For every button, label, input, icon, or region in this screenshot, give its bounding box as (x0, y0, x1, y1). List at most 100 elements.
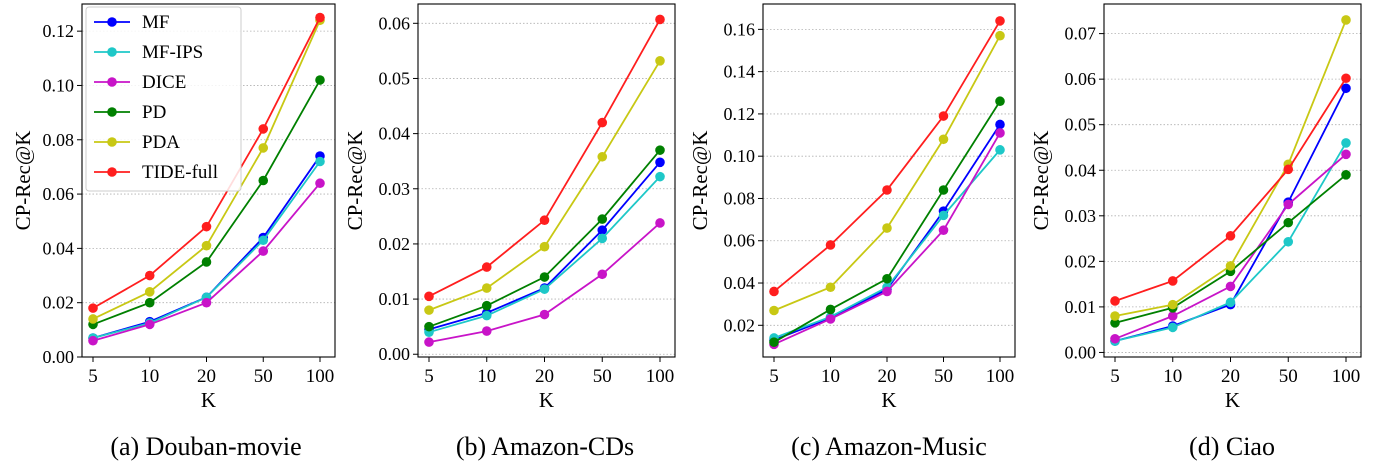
series-line-dice (428, 222, 661, 343)
data-point-pda (769, 305, 779, 316)
data-point-pda (825, 282, 836, 293)
x-tick-label: 10 (821, 366, 840, 387)
data-point-dice (995, 128, 1005, 138)
y-tick-label: 0.04 (43, 238, 75, 258)
data-point-mf-ips (258, 235, 269, 246)
data-point-pda (1341, 15, 1351, 25)
data-point-mf (597, 225, 608, 235)
y-tick-label: 0.10 (43, 75, 75, 95)
legend-label: MF-IPS (142, 42, 203, 63)
series-line-pd (428, 149, 661, 328)
y-tick-label: 0.01 (1065, 297, 1097, 317)
data-point-pda (995, 30, 1005, 41)
y-tick-label: 0.07 (1065, 24, 1097, 44)
y-tick-label: 0.02 (724, 315, 756, 335)
y-tick-label: 0.14 (724, 62, 756, 82)
x-tick-label: 100 (1332, 366, 1361, 387)
data-point-dice (825, 314, 836, 324)
data-point-tide-full (1110, 296, 1120, 306)
data-point-tide-full (315, 12, 325, 23)
x-tick-label: 20 (197, 366, 216, 387)
data-point-dice (1167, 311, 1178, 321)
y-tick-label: 0.06 (43, 184, 75, 204)
chart-panel-4: 0.00 0.01 0.02 0.03 0.04 0.05 0.06 0.07 5 10 20 50 1… (1029, 3, 1362, 461)
data-point-mf-ips (315, 156, 325, 167)
data-point-pd (539, 272, 550, 282)
panel-caption: (d) Ciao (1189, 432, 1275, 461)
y-tick-label: 0.12 (724, 104, 756, 124)
y-tick-label: 0.02 (43, 293, 75, 313)
series-line-pd (773, 100, 1001, 343)
y-tick-label: 0.05 (379, 68, 411, 88)
data-point-pda (1225, 261, 1236, 271)
legend-marker (107, 167, 117, 177)
panel-caption: (a) Douban-movie (110, 432, 301, 461)
data-point-dice (144, 319, 155, 330)
x-tick-label: 5 (88, 366, 98, 387)
y-tick-label: 0.12 (43, 21, 75, 41)
data-point-tide-full (258, 124, 269, 134)
series-line-dice (773, 132, 1001, 346)
data-point-mf (1341, 83, 1351, 94)
data-point-pd (258, 175, 269, 186)
data-point-tide-full (655, 14, 665, 25)
data-point-dice (481, 326, 492, 336)
x-tick-label: 50 (593, 366, 612, 387)
data-point-mf-ips (539, 284, 550, 294)
data-point-dice (655, 218, 665, 228)
data-point-mf-ips (995, 145, 1005, 155)
x-tick-label: 100 (306, 366, 335, 387)
data-point-dice (938, 225, 949, 235)
y-tick-label: 0.02 (1065, 251, 1097, 271)
data-point-pd (1110, 318, 1120, 328)
chart-panel-3: 0.02 0.04 0.06 0.08 0.10 0.12 0.14 0.16 5 10 20 50 1… (688, 3, 1016, 461)
data-point-pd (995, 96, 1005, 107)
data-point-dice (597, 269, 608, 280)
y-tick-label: 0.16 (724, 19, 756, 39)
data-point-pda (1167, 299, 1178, 310)
data-point-dice (88, 335, 98, 346)
data-point-tide-full (1341, 73, 1351, 84)
data-point-dice (424, 337, 434, 347)
data-point-mf-ips (938, 210, 949, 221)
legend-marker (107, 137, 117, 147)
x-axis-label: K (201, 388, 216, 412)
data-point-pd (825, 304, 836, 315)
plot-frame (417, 3, 676, 358)
x-tick-label: 100 (986, 366, 1015, 387)
x-tick-label: 20 (535, 366, 554, 387)
data-point-pda (938, 134, 949, 145)
y-axis-label: CP-Rec@K (1029, 131, 1053, 231)
data-point-pda (882, 223, 892, 233)
legend-marker (107, 47, 117, 57)
data-point-pda (258, 143, 269, 153)
series-line-mf-ips (1114, 142, 1347, 342)
data-point-tide-full (481, 262, 492, 272)
data-point-dice (1283, 199, 1294, 210)
legend-label: TIDE-full (142, 162, 218, 183)
chart-panel-2: 0.00 0.01 0.02 0.03 0.04 0.05 0.06 5 10 20 50 100 K C… (343, 3, 676, 461)
legend-marker (107, 17, 117, 27)
data-point-tide-full (539, 215, 550, 226)
data-point-dice (1341, 149, 1351, 160)
y-tick-label: 0.05 (1065, 115, 1097, 135)
data-point-pd (144, 297, 155, 308)
y-tick-label: 0.04 (1065, 160, 1097, 180)
y-axis-label: CP-Rec@K (688, 131, 712, 231)
legend-marker (107, 77, 117, 87)
data-point-pd (655, 145, 665, 155)
data-point-dice (539, 309, 550, 320)
x-tick-label: 10 (477, 366, 496, 387)
y-axis-label: CP-Rec@K (11, 131, 35, 231)
data-point-mf-ips (1225, 297, 1236, 308)
data-point-pd (938, 185, 949, 195)
legend-label: PD (142, 102, 166, 123)
data-point-pd (1283, 217, 1294, 228)
data-point-dice (258, 246, 269, 256)
legend: MF MF-IPS DICE PD PDA TIDE-full (85, 6, 242, 192)
legend-label: PDA (142, 132, 180, 153)
x-tick-label: 5 (1110, 366, 1120, 387)
x-tick-label: 5 (424, 366, 434, 387)
y-tick-label: 0.03 (379, 179, 411, 199)
